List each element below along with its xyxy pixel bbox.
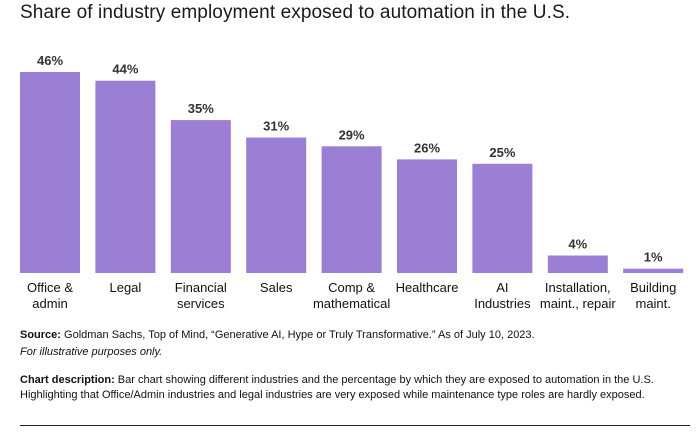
bar-7 bbox=[547, 255, 608, 273]
category-label-5: Healthcare bbox=[396, 280, 459, 295]
bar-chart: 46% Office & admin 44% Legal 35% Financial serv… bbox=[20, 53, 684, 311]
category-label-1: Legal bbox=[109, 280, 141, 295]
category-label-6: AI Industries bbox=[474, 280, 531, 311]
chart-description-text: Bar chart showing different industries a… bbox=[20, 374, 654, 401]
category-label-8: Building maint. bbox=[630, 280, 676, 311]
bar-8 bbox=[623, 268, 684, 273]
source-label: Source: bbox=[20, 329, 61, 341]
bar-6 bbox=[472, 163, 533, 273]
value-label-4: 29% bbox=[339, 127, 365, 142]
value-label-8: 1% bbox=[644, 250, 663, 265]
category-label-0: Office & admin bbox=[27, 280, 73, 311]
footer-divider bbox=[20, 425, 690, 426]
source-text: Goldman Sachs, Top of Mind, “Generative … bbox=[60, 329, 535, 341]
illustrative-note: For illustrative purposes only. bbox=[20, 346, 163, 358]
chart-description-label: Chart description: bbox=[20, 374, 115, 386]
bar-1 bbox=[95, 80, 156, 273]
bar-2 bbox=[170, 120, 231, 273]
value-label-1: 44% bbox=[112, 62, 138, 77]
category-label-4: Comp & mathematical bbox=[313, 280, 390, 311]
bar-5 bbox=[397, 159, 457, 273]
chart-title: Share of industry employment exposed to … bbox=[20, 2, 571, 23]
source-note: Source: Goldman Sachs, Top of Mind, “Gen… bbox=[20, 328, 535, 360]
value-label-7: 4% bbox=[568, 237, 587, 252]
bar-0 bbox=[20, 72, 80, 273]
category-label-2: Financial services bbox=[175, 280, 227, 311]
value-label-3: 31% bbox=[263, 119, 289, 134]
category-label-3: Sales bbox=[260, 280, 293, 295]
bar-3 bbox=[246, 137, 307, 273]
value-label-0: 46% bbox=[37, 53, 63, 68]
bar-4 bbox=[321, 146, 382, 273]
category-label-7: Installation, maint., repair bbox=[540, 280, 617, 311]
chart-description: Chart description: Bar chart showing dif… bbox=[20, 373, 690, 403]
value-label-5: 26% bbox=[414, 140, 440, 155]
value-label-2: 35% bbox=[188, 101, 214, 116]
value-label-6: 25% bbox=[489, 145, 515, 160]
